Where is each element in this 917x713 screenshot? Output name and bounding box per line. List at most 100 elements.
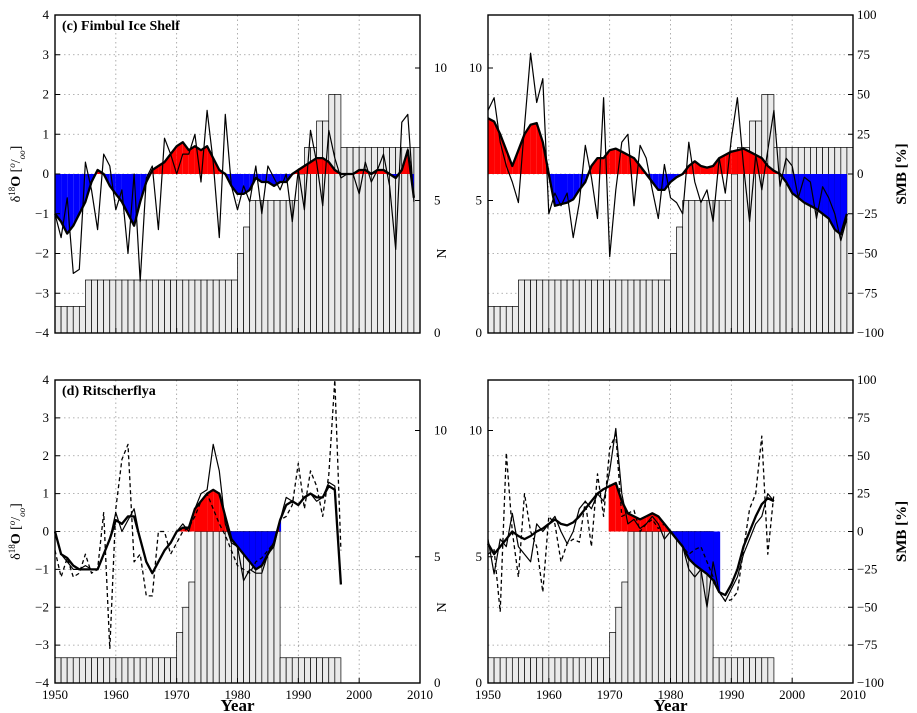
d-right-count-bar xyxy=(713,658,719,683)
c-right-ytick-label: −50 xyxy=(857,246,877,261)
d-right-count-bar xyxy=(604,658,610,683)
c-right-count-bar xyxy=(598,280,604,333)
c-right-positive-fill xyxy=(488,118,494,174)
d-left-count-bar xyxy=(213,532,219,684)
d-right-count-bar xyxy=(537,658,543,683)
c-right-count-bar xyxy=(579,280,585,333)
d-left-count-bar xyxy=(55,658,61,683)
c-left-count-bar xyxy=(323,121,329,333)
c-left-count-bar xyxy=(201,280,207,333)
d-left-count-bar xyxy=(177,633,183,684)
c-left-count-bar xyxy=(219,280,225,333)
c-right-count-bar xyxy=(658,280,664,333)
d-left-count-bar xyxy=(134,658,140,683)
d-left-count-bar xyxy=(61,658,67,683)
d-right-count-bar xyxy=(744,658,750,683)
d-right-count-bar xyxy=(768,658,774,683)
d-left-count-label: N xyxy=(435,602,450,612)
c-right-count-bar xyxy=(610,280,616,333)
d-left-count-bar xyxy=(304,658,310,683)
c-right-count-bar xyxy=(549,280,555,333)
d-right-count-bar xyxy=(756,658,762,683)
c-left-count-bar xyxy=(98,280,104,333)
d-right-count-bar xyxy=(634,532,640,684)
c-right-count-tick-label: 0 xyxy=(476,325,483,340)
c-left-count-bar xyxy=(311,148,317,334)
d-right-count-bar xyxy=(531,658,537,683)
c-right-count-bar xyxy=(537,280,543,333)
d-left-positive-fill xyxy=(213,490,219,532)
d-left-ytick-label: −3 xyxy=(35,637,49,652)
c-right-count-bar xyxy=(506,307,512,334)
d-left-count-bar xyxy=(298,658,304,683)
c-left-count-bar xyxy=(292,201,298,334)
c-right-count-bar xyxy=(561,280,567,333)
c-left-count-label: N xyxy=(435,248,450,258)
c-left-count-bar xyxy=(134,280,140,333)
d-left-ytick-label: 0 xyxy=(43,524,50,539)
c-left-count-bar xyxy=(85,280,91,333)
c-right-count-tick-label: 5 xyxy=(476,193,483,208)
c-left-ytick-label: 3 xyxy=(43,47,50,62)
d-right-count-bar xyxy=(658,532,664,684)
c-left-count-bar xyxy=(244,227,250,333)
d-right-count-bar xyxy=(525,658,531,683)
c-left-count-bar xyxy=(365,148,371,334)
c-right-count-bar xyxy=(531,280,537,333)
c-left-count-bar xyxy=(73,307,79,334)
c-left-count-bar xyxy=(280,201,286,334)
d-left-xtick-label: 1990 xyxy=(285,687,311,702)
d-left-count-bar xyxy=(225,532,231,684)
c-left-count-tick-label: 10 xyxy=(434,60,447,75)
d-left-ytick-label: −4 xyxy=(35,675,49,690)
d-left-ytick-label: 2 xyxy=(43,448,50,463)
ylabel-part: ] xyxy=(9,146,24,151)
d-right-ytick-label: 50 xyxy=(857,448,870,463)
d-right-count-bar xyxy=(628,532,634,684)
c-left-count-bar xyxy=(110,280,116,333)
c-right-count-bar xyxy=(646,280,652,333)
c-left-ytick-label: −4 xyxy=(35,325,49,340)
c-right-count-bar xyxy=(622,280,628,333)
c-left-count-bar xyxy=(104,280,110,333)
c-left-count-bar xyxy=(213,280,219,333)
c-left-ylabel: δ18O [o/oo] xyxy=(7,146,27,203)
c-left-count-bar xyxy=(183,280,189,333)
d-left-count-bar xyxy=(183,607,189,683)
d-right-xlabel: Year xyxy=(654,696,688,713)
d-right-ytick-label: −75 xyxy=(857,637,877,652)
c-right-negative-fill xyxy=(555,174,561,206)
d-left-count-bar xyxy=(286,658,292,683)
d-left-count-bar xyxy=(231,532,237,684)
d-left-ytick-label: 4 xyxy=(43,372,50,387)
c-left-count-bar xyxy=(189,280,195,333)
c-left-count-bar xyxy=(116,280,122,333)
d-right-ytick-label: −100 xyxy=(857,675,884,690)
c-right-count-bar xyxy=(664,280,670,333)
d-left-xlabel: Year xyxy=(221,696,255,713)
c-left-count-bar xyxy=(67,307,73,334)
d-right-count-bar xyxy=(598,658,604,683)
c-left-count-bar xyxy=(384,148,390,334)
c-right-count-bar xyxy=(573,280,579,333)
d-left-ytick-label: 3 xyxy=(43,410,50,425)
d-left-count-bar xyxy=(110,658,116,683)
d-left-count-bar xyxy=(329,658,335,683)
c-left-count-bar xyxy=(262,201,268,334)
d-left-count-bar xyxy=(280,658,286,683)
d-left-count-bar xyxy=(317,658,323,683)
ylabel-part: ] xyxy=(9,503,24,508)
d-right-ytick-label: 0 xyxy=(857,524,864,539)
c-right-count-bar xyxy=(731,174,737,333)
c-left-count-bar xyxy=(298,174,304,333)
c-right-ytick-label: −25 xyxy=(857,206,877,221)
c-right-count-bar xyxy=(652,280,658,333)
d-left-count-bar xyxy=(201,532,207,684)
d-right-count-bar xyxy=(555,658,561,683)
c-right-count-bar xyxy=(677,227,683,333)
d-right-count-bar xyxy=(640,532,646,684)
c-left-ytick-label: 2 xyxy=(43,87,50,102)
c-left-count-bar xyxy=(61,307,67,334)
d-left-negative-fill xyxy=(256,532,262,570)
c-right-positive-fill xyxy=(731,150,737,174)
